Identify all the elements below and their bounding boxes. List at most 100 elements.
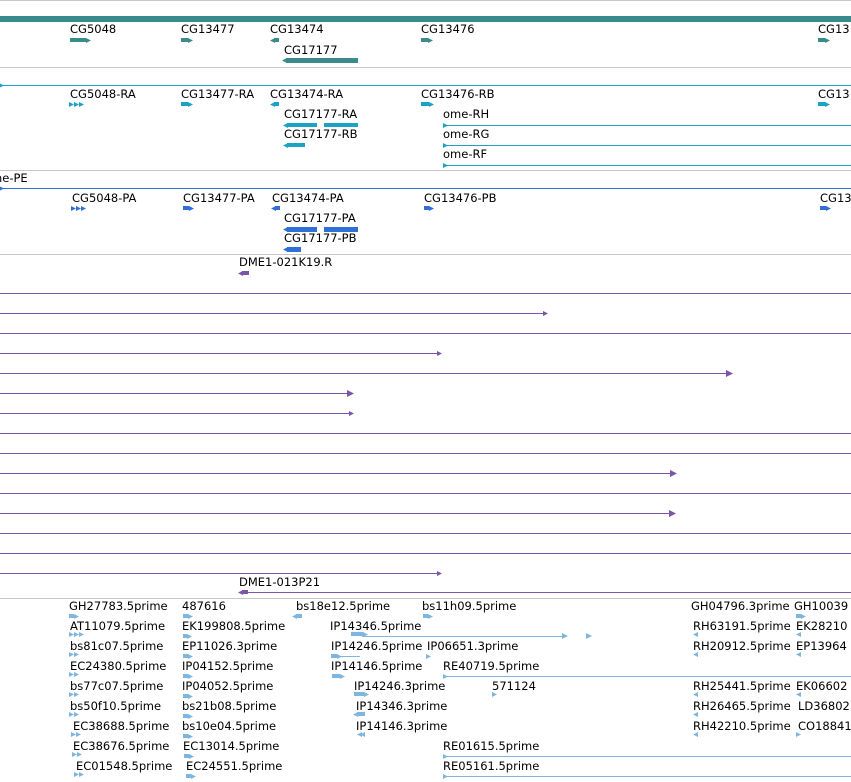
clone-feature[interactable] (242, 271, 249, 275)
clone-span-line[interactable] (244, 592, 851, 593)
est-feature[interactable] (183, 654, 188, 658)
est-label[interactable]: bs77c07.5prime (70, 679, 164, 693)
est-feature[interactable] (183, 694, 188, 698)
gene-label[interactable]: CG17177 (284, 43, 338, 57)
transcript-feature[interactable] (287, 123, 317, 127)
clone-span-line[interactable] (0, 453, 851, 454)
clone-span-line[interactable] (0, 293, 851, 294)
transcript-label[interactable]: CG5048-RA (70, 87, 136, 101)
protein-feature[interactable] (287, 247, 301, 252)
est-label[interactable]: IP04052.5prime (182, 679, 274, 693)
transcript-label[interactable]: ome-RG (443, 127, 490, 141)
est-label[interactable]: EC38676.5prime (73, 739, 170, 753)
gene-feature[interactable] (70, 38, 86, 42)
protein-feature[interactable] (820, 206, 826, 210)
est-feature[interactable] (184, 754, 189, 758)
transcript-span-line[interactable] (443, 165, 851, 166)
est-label[interactable]: EK06602 (796, 679, 848, 693)
gene-label[interactable]: CG13 (818, 22, 850, 36)
clone-span-line[interactable] (0, 493, 851, 494)
est-label[interactable]: 571124 (492, 679, 536, 693)
est-span-line[interactable] (340, 656, 360, 657)
est-span-line[interactable] (362, 636, 562, 637)
gene-label[interactable]: CG5048 (70, 22, 117, 36)
transcript-feature[interactable] (274, 102, 279, 106)
clone-span-line[interactable] (0, 553, 851, 554)
est-label[interactable]: IP14246.3prime (354, 679, 446, 693)
clone-label[interactable]: DME1-013P21 (239, 575, 321, 589)
protein-feature[interactable] (183, 206, 189, 210)
gene-feature[interactable] (818, 38, 825, 42)
protein-label[interactable]: CG13477-PA (183, 191, 255, 205)
clone-span-line[interactable] (0, 353, 441, 354)
est-label[interactable]: IP14146.3prime (356, 719, 448, 733)
clone-label[interactable]: DME1-021K19.R (239, 255, 333, 269)
gene-feature[interactable] (181, 38, 188, 42)
transcript-label[interactable]: CG17177-RA (284, 107, 358, 121)
est-label[interactable]: EC38688.5prime (73, 719, 170, 733)
est-label[interactable]: RH26465.5prime (693, 699, 791, 713)
est-feature[interactable] (331, 654, 337, 658)
transcript-feature[interactable] (181, 102, 188, 106)
transcript-feature[interactable] (287, 143, 305, 147)
transcript-feature[interactable] (818, 102, 825, 106)
clone-span-line[interactable] (0, 433, 851, 434)
est-label[interactable]: RH63191.5prime (693, 619, 791, 633)
est-label[interactable]: bs11h09.5prime (422, 599, 517, 613)
gene-label[interactable]: CG13474 (270, 22, 324, 36)
est-feature[interactable] (183, 614, 188, 618)
est-label[interactable]: EP13964 (796, 639, 847, 653)
est-feature[interactable] (183, 634, 187, 638)
est-feature[interactable] (186, 774, 191, 778)
est-label[interactable]: IP14346.3prime (356, 699, 448, 713)
protein-feature[interactable] (287, 227, 317, 232)
est-label[interactable]: GH04796.3prime (691, 599, 790, 613)
est-label[interactable]: RH25441.5prime (693, 679, 791, 693)
est-span-line[interactable] (443, 756, 851, 757)
est-label[interactable]: IP06651.3prime (427, 639, 519, 653)
est-label[interactable]: GH10039 (794, 599, 849, 613)
est-label[interactable]: IP14346.5prime (330, 619, 422, 633)
clone-span-line[interactable] (0, 573, 441, 574)
clone-span-line[interactable] (0, 333, 851, 334)
est-label[interactable]: RH20912.5prime (693, 639, 791, 653)
clone-span-line[interactable] (0, 533, 851, 534)
est-feature[interactable] (357, 712, 365, 716)
est-label[interactable]: 487616 (182, 599, 226, 613)
protein-label[interactable]: ome-PE (0, 171, 28, 185)
clone-span-line[interactable] (0, 413, 353, 414)
region-span-bar[interactable] (0, 16, 851, 22)
est-label[interactable]: bs10e04.5prime (182, 719, 277, 733)
est-label[interactable]: CO18841 (798, 719, 851, 733)
protein-label[interactable]: CG5048-PA (72, 191, 137, 205)
protein-label[interactable]: CG13474-PA (272, 191, 344, 205)
est-feature[interactable] (796, 614, 801, 618)
est-label[interactable]: bs18e12.5prime (296, 599, 391, 613)
est-label[interactable]: RH42210.5prime (693, 719, 791, 733)
est-label[interactable]: IP04152.5prime (182, 659, 274, 673)
transcript-label[interactable]: CG13474-RA (270, 87, 344, 101)
est-label[interactable]: EC24551.5prime (186, 759, 283, 773)
transcript-feature[interactable] (421, 102, 429, 106)
gene-feature[interactable] (274, 38, 279, 42)
est-feature[interactable] (332, 674, 340, 678)
transcript-label[interactable]: ome-RF (443, 147, 488, 161)
gene-label[interactable]: CG13477 (181, 22, 235, 36)
protein-label[interactable]: CG17177-PB (284, 231, 357, 245)
protein-feature[interactable] (275, 206, 280, 210)
est-label[interactable]: EC13014.5prime (183, 739, 280, 753)
protein-feature[interactable] (424, 206, 429, 210)
protein-label[interactable]: CG13 (820, 191, 851, 205)
est-label[interactable]: bs50f10.5prime (70, 699, 162, 713)
est-label[interactable]: EC24380.5prime (70, 659, 167, 673)
est-feature[interactable] (423, 614, 428, 618)
clone-span-line[interactable] (0, 393, 352, 394)
est-label[interactable]: EK199808.5prime (182, 619, 286, 633)
est-label[interactable]: RE05161.5prime (443, 759, 540, 773)
clone-span-line[interactable] (0, 373, 731, 374)
est-label[interactable]: EC01548.5prime (76, 759, 173, 773)
transcript-label[interactable]: CG13477-RA (181, 87, 255, 101)
est-feature[interactable] (354, 692, 364, 696)
est-feature[interactable] (183, 734, 188, 738)
est-label[interactable]: EP11026.3prime (182, 639, 278, 653)
